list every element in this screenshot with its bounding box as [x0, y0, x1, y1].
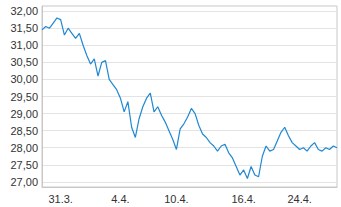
svg-text:30,50: 30,50 [10, 56, 38, 68]
svg-text:24.4.: 24.4. [287, 193, 311, 205]
svg-text:10.4.: 10.4. [164, 193, 188, 205]
svg-text:29,50: 29,50 [10, 91, 38, 103]
svg-text:32,00: 32,00 [10, 5, 38, 17]
svg-text:31.3.: 31.3. [48, 193, 72, 205]
svg-text:28,50: 28,50 [10, 125, 38, 137]
svg-text:16.4.: 16.4. [231, 193, 255, 205]
svg-text:31,50: 31,50 [10, 22, 38, 34]
svg-text:31,00: 31,00 [10, 39, 38, 51]
svg-text:27,50: 27,50 [10, 159, 38, 171]
svg-text:28,00: 28,00 [10, 142, 38, 154]
svg-text:29,00: 29,00 [10, 108, 38, 120]
svg-text:4.4.: 4.4. [111, 193, 129, 205]
svg-text:30,00: 30,00 [10, 73, 38, 85]
svg-text:27,00: 27,00 [10, 176, 38, 188]
